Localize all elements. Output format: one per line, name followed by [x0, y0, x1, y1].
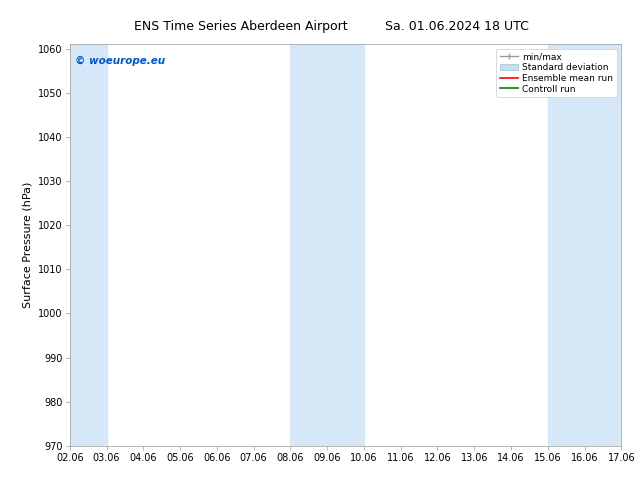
- Y-axis label: Surface Pressure (hPa): Surface Pressure (hPa): [23, 182, 32, 308]
- Bar: [290, 44, 364, 446]
- Legend: min/max, Standard deviation, Ensemble mean run, Controll run: min/max, Standard deviation, Ensemble me…: [496, 49, 617, 97]
- Bar: [548, 44, 621, 446]
- Text: ENS Time Series Aberdeen Airport: ENS Time Series Aberdeen Airport: [134, 20, 347, 33]
- Text: Sa. 01.06.2024 18 UTC: Sa. 01.06.2024 18 UTC: [385, 20, 528, 33]
- Bar: [70, 44, 107, 446]
- Text: © woeurope.eu: © woeurope.eu: [75, 56, 165, 66]
